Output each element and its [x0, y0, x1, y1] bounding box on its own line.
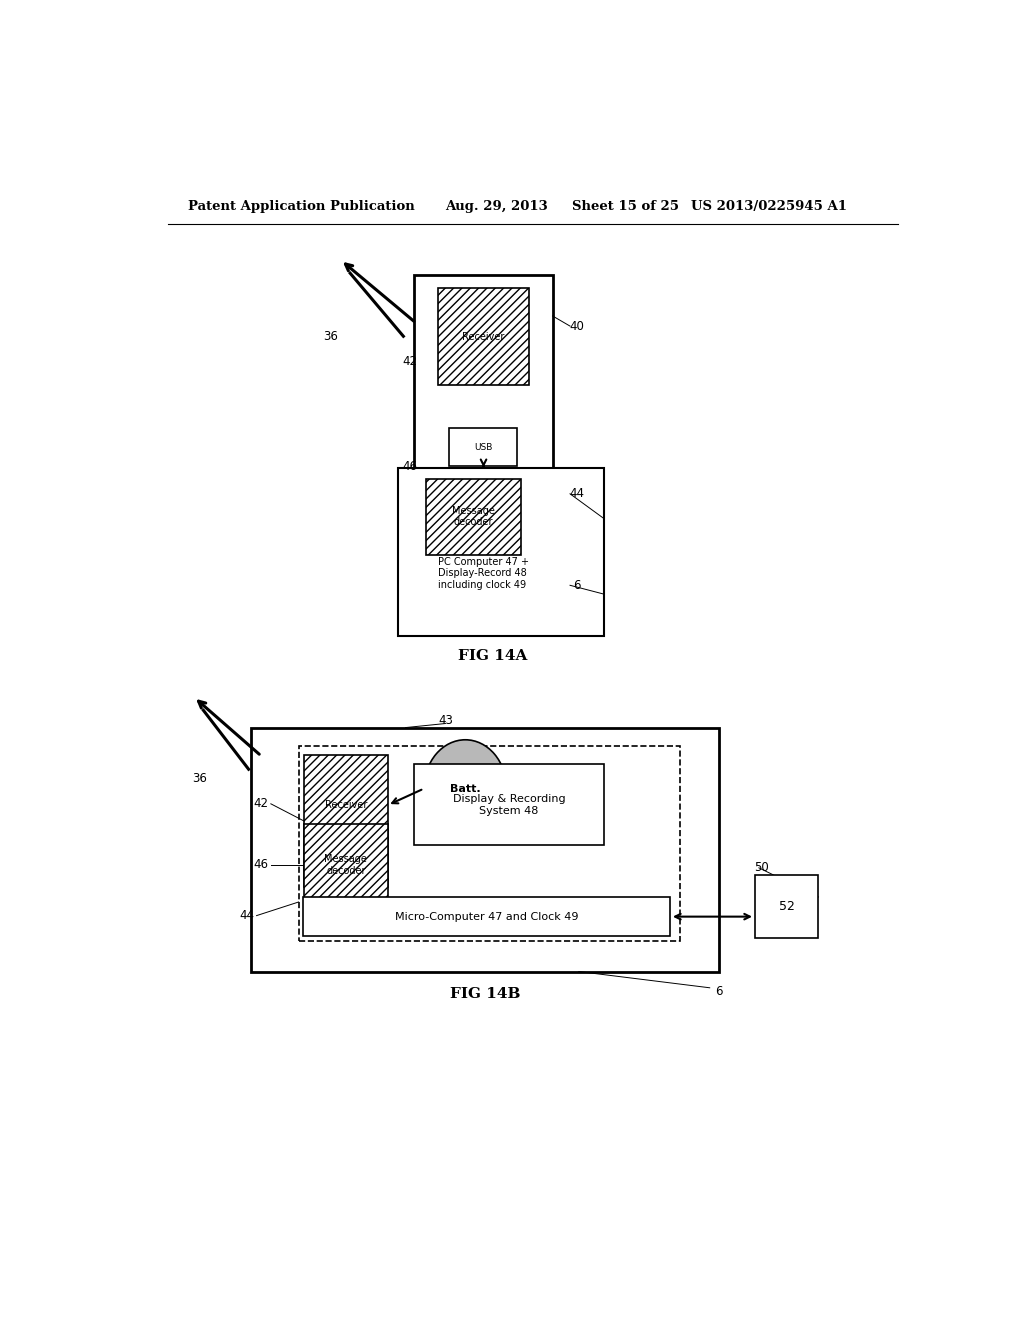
Text: FIG 14B: FIG 14B — [450, 987, 520, 1001]
Text: 36: 36 — [323, 330, 338, 343]
Text: 6: 6 — [716, 985, 723, 998]
Text: 50: 50 — [754, 862, 769, 874]
Text: Receiver: Receiver — [462, 331, 505, 342]
Text: 42: 42 — [254, 797, 269, 810]
Text: 46: 46 — [254, 858, 269, 871]
Bar — [414, 764, 604, 846]
Text: Message
decoder: Message decoder — [452, 506, 495, 528]
Text: FIG 14A: FIG 14A — [459, 649, 527, 664]
Text: Micro-Computer 47 and Clock 49: Micro-Computer 47 and Clock 49 — [394, 912, 579, 921]
Bar — [251, 727, 719, 972]
Bar — [450, 428, 517, 466]
Text: 43: 43 — [438, 714, 453, 727]
Bar — [414, 276, 553, 565]
Text: 52: 52 — [778, 900, 795, 913]
Bar — [397, 469, 604, 636]
Bar — [426, 479, 521, 554]
Bar — [304, 824, 387, 906]
Text: Patent Application Publication: Patent Application Publication — [187, 199, 415, 213]
Bar — [755, 875, 818, 939]
Text: 40: 40 — [569, 319, 584, 333]
Text: 46: 46 — [402, 459, 417, 473]
Text: Receiver: Receiver — [325, 800, 367, 810]
Bar — [303, 898, 670, 936]
Text: 44: 44 — [240, 909, 255, 923]
Bar — [299, 746, 680, 941]
Bar — [437, 289, 528, 385]
Text: Sheet 15 of 25: Sheet 15 of 25 — [572, 199, 679, 213]
Text: Message
decoder: Message decoder — [325, 854, 368, 875]
Text: 44: 44 — [569, 487, 584, 500]
Text: 6: 6 — [572, 578, 581, 591]
Text: 42: 42 — [402, 355, 417, 368]
Text: PC Computer 47 +
Display-Record 48
including clock 49: PC Computer 47 + Display-Record 48 inclu… — [437, 557, 528, 590]
Text: Display & Recording
System 48: Display & Recording System 48 — [453, 795, 565, 816]
Ellipse shape — [424, 739, 507, 837]
Bar — [304, 755, 387, 887]
Text: 36: 36 — [191, 772, 207, 785]
Text: US 2013/0225945 A1: US 2013/0225945 A1 — [691, 199, 848, 213]
Text: Batt.: Batt. — [450, 784, 480, 793]
Text: Aug. 29, 2013: Aug. 29, 2013 — [445, 199, 548, 213]
Text: USB: USB — [474, 442, 493, 451]
